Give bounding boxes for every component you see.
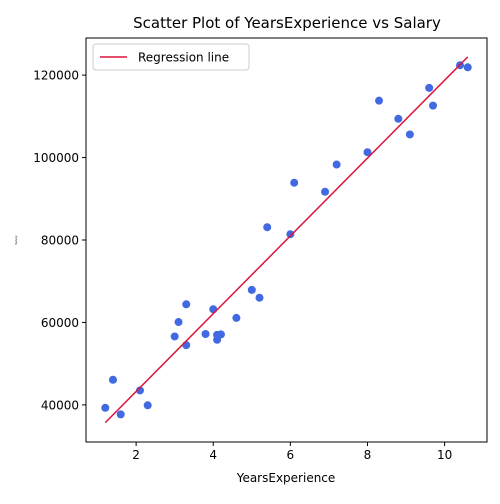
regression-line-layer [104, 56, 469, 424]
data-point [108, 375, 117, 384]
data-point [321, 187, 330, 196]
x-tick-label: 4 [209, 448, 217, 462]
data-point [290, 178, 299, 187]
data-point [255, 293, 264, 302]
data-point [429, 101, 438, 110]
x-tick-label: 8 [364, 448, 372, 462]
x-tick-label: 2 [132, 448, 140, 462]
x-axis-ticks: 2 4 6 8 10 [132, 442, 452, 462]
legend-label-regression-line: Regression line [138, 51, 229, 65]
data-point [116, 410, 125, 419]
data-point [247, 285, 256, 294]
data-point [182, 341, 191, 350]
chart-title: Scatter Plot of YearsExperience vs Salar… [133, 14, 441, 32]
legend: Regression line [92, 43, 250, 71]
data-point [101, 403, 110, 412]
y-tick-label: 120000 [33, 69, 79, 83]
data-point [286, 230, 295, 239]
legend-frame [92, 43, 250, 71]
x-tick-label: 10 [437, 448, 452, 462]
x-tick-label: 6 [287, 448, 295, 462]
points-layer [101, 61, 472, 419]
data-point [170, 332, 179, 341]
y-axis-label: Salary [14, 235, 18, 245]
data-point [232, 313, 241, 322]
data-point [182, 300, 191, 309]
y-tick-label: 40000 [41, 398, 79, 412]
data-point [394, 114, 403, 123]
data-point [375, 96, 384, 105]
data-point [363, 148, 372, 157]
data-point [174, 318, 183, 327]
y-tick-label: 60000 [41, 316, 79, 330]
data-point [463, 63, 472, 72]
regression-line [104, 56, 469, 424]
data-point [405, 130, 414, 139]
data-point [425, 83, 434, 92]
y-tick-label: 80000 [41, 234, 79, 248]
data-point [209, 305, 218, 314]
plot-area [85, 37, 488, 443]
data-point [216, 330, 225, 339]
x-axis-label: YearsExperience [236, 471, 336, 485]
data-point [332, 160, 341, 169]
data-point [143, 401, 152, 410]
y-axis-ticks: 40000 60000 80000 100000 120000 [33, 69, 86, 412]
data-point [201, 329, 210, 338]
data-point [135, 386, 144, 395]
data-point [263, 223, 272, 232]
y-tick-label: 100000 [33, 151, 79, 165]
